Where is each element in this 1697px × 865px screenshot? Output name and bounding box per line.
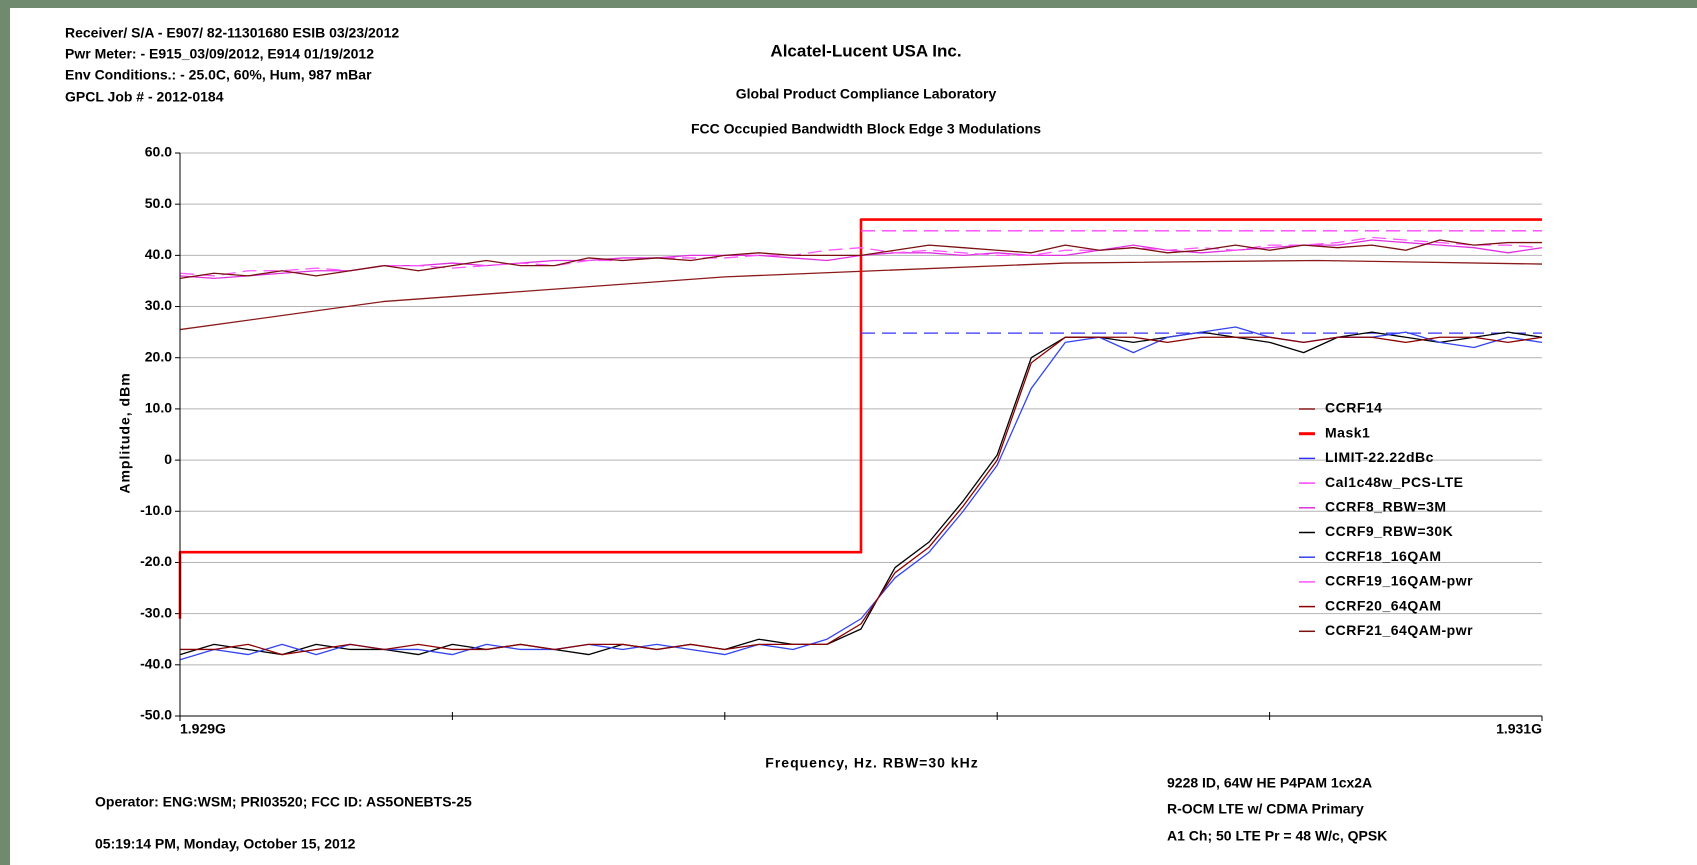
y-tick-label: -30.0: [140, 604, 172, 620]
legend-label: CCRF20_64QAM: [1325, 597, 1441, 613]
y-tick-label: -10.0: [140, 502, 172, 518]
y-tick-label: 50.0: [145, 195, 172, 211]
y-tick-label: 60.0: [145, 144, 172, 160]
legend-label: CCRF9_RBW=30K: [1325, 523, 1453, 539]
header-note: Pwr Meter: - E915_03/09/2012, E914 01/19…: [65, 46, 374, 62]
footer-note: Operator: ENG:WSM; PRI03520; FCC ID: AS5…: [95, 794, 472, 810]
legend-label: CCRF18_16QAM: [1325, 548, 1441, 564]
y-tick-label: 30.0: [145, 297, 172, 313]
legend-label: CCRF14: [1325, 400, 1382, 416]
y-tick-label: -40.0: [140, 656, 172, 672]
header-note: GPCL Job # - 2012-0184: [65, 89, 224, 105]
y-tick-label: 20.0: [145, 348, 172, 364]
legend-label: LIMIT-22.22dBc: [1325, 449, 1434, 465]
series-line: [179, 331, 1543, 656]
y-tick-label: 0: [164, 451, 172, 467]
footer-note: 05:19:14 PM, Monday, October 15, 2012: [95, 836, 356, 852]
x-tick-label: 1.931G: [1496, 721, 1542, 737]
legend-label: CCRF21_64QAM-pwr: [1325, 622, 1473, 638]
legend-label: CCRF8_RBW=3M: [1325, 499, 1447, 515]
chart-subtitle: Global Product Compliance Laboratory: [736, 86, 997, 102]
x-tick-label: 1.929G: [180, 721, 226, 737]
header-note: Receiver/ S/A - E907/ 82-11301680 ESIB 0…: [65, 25, 399, 41]
series-line: [179, 239, 1542, 280]
device-note: R-OCM LTE w/ CDMA Primary: [1167, 801, 1364, 817]
y-axis-label: Amplitude, dBm: [117, 372, 133, 493]
series-line: [180, 336, 1543, 656]
legend-label: CCRF19_16QAM-pwr: [1325, 573, 1473, 589]
legend-label: Cal1c48w_PCS-LTE: [1325, 474, 1463, 490]
chart-subtitle: FCC Occupied Bandwidth Block Edge 3 Modu…: [691, 121, 1041, 137]
legend: CCRF14 Mask1 LIMIT-22.22dBc Cal1c48w_PCS-LT…: [1299, 400, 1473, 638]
legend-label: Mask1: [1325, 424, 1370, 440]
y-tick-label: 10.0: [145, 400, 172, 416]
series-line: [179, 236, 1543, 277]
device-note: 9228 ID, 64W HE P4PAM 1cx2A: [1167, 775, 1372, 791]
series-line: [179, 259, 1543, 331]
y-tick-label: -50.0: [140, 707, 172, 723]
header-note: Env Conditions.: - 25.0C, 60%, Hum, 987 …: [65, 67, 372, 83]
page-background: [10, 8, 1697, 865]
y-tick-label: 40.0: [145, 246, 172, 262]
x-axis-label: Frequency, Hz. RBW=30 kHz: [765, 755, 978, 771]
y-tick-label: -20.0: [140, 553, 172, 569]
chart-title: Alcatel-Lucent USA Inc.: [770, 41, 961, 60]
device-note: A1 Ch; 50 LTE Pr = 48 W/c, QPSK: [1167, 828, 1387, 844]
